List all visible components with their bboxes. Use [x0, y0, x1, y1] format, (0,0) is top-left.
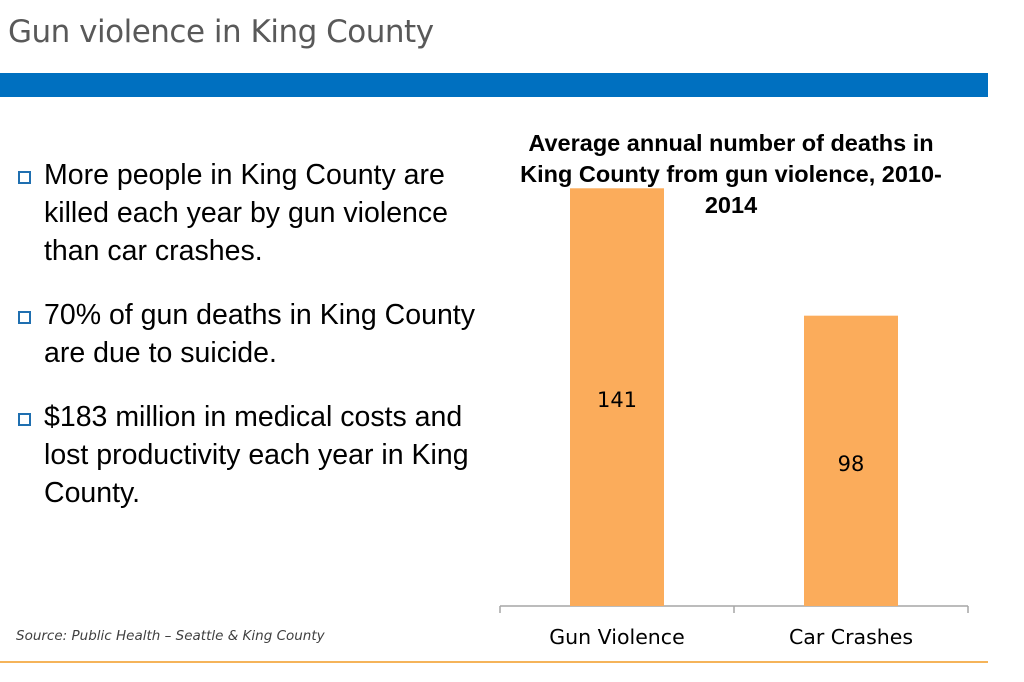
bullet-text: $183 million in medical costs and lost p… — [44, 401, 469, 509]
data-label: 98 — [838, 452, 865, 476]
bullet-item: $183 million in medical costs and lost p… — [14, 398, 484, 512]
footer-rule — [0, 661, 988, 663]
slide-title: Gun violence in King County — [8, 14, 434, 50]
category-tick-label: Car Crashes — [789, 625, 913, 649]
bar — [804, 315, 898, 606]
data-label: 141 — [597, 388, 637, 412]
title-accent-bar — [0, 73, 988, 97]
bar — [570, 188, 664, 606]
bullet-text: 70% of gun deaths in King County are due… — [44, 299, 475, 369]
square-bullet-icon — [18, 413, 31, 426]
bullet-text: More people in King County are killed ea… — [44, 159, 448, 267]
bar-chart: 141 Gun Violence 98 Car Crashes Average ann… — [480, 120, 1000, 660]
square-bullet-icon — [18, 311, 31, 324]
square-bullet-icon — [18, 171, 31, 184]
chart-title: Average annual number of deaths in King … — [520, 130, 942, 218]
bullet-list: More people in King County are killed ea… — [14, 156, 484, 538]
bullet-item: More people in King County are killed ea… — [14, 156, 484, 270]
bullet-item: 70% of gun deaths in King County are due… — [14, 296, 484, 372]
chart-plot-area: 141 Gun Violence 98 Car Crashes — [499, 188, 969, 649]
category-tick-label: Gun Violence — [549, 625, 684, 649]
source-note: Source: Public Health – Seattle & King C… — [16, 628, 325, 644]
